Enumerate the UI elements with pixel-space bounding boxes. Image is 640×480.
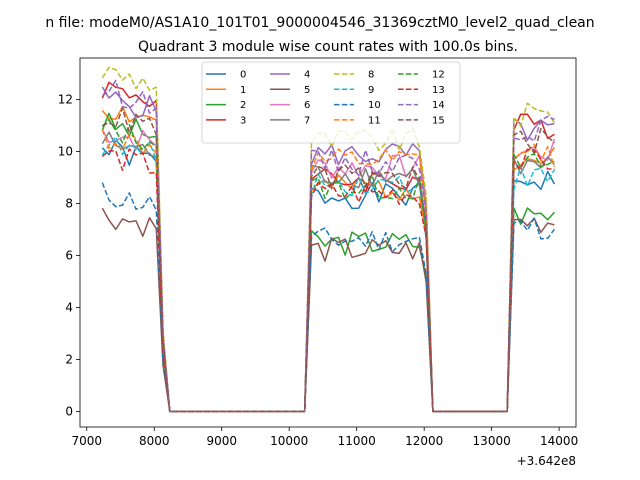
plot-frame [79,57,577,428]
x-tick-label: 10000 [270,434,308,448]
legend-label: 14 [432,100,445,111]
series-line-10 [101,182,556,413]
legend-label: 15 [432,115,445,126]
x-offset-label: +3.642e8 [517,454,576,468]
y-tick-label: 0 [65,404,73,418]
x-tick-label: 11000 [338,434,376,448]
legend-label: 9 [368,85,374,96]
legend-label: 4 [304,70,310,81]
y-tick-label: 2 [65,352,73,366]
legend-label: 0 [240,70,246,81]
legend-label: 6 [304,100,310,111]
legend-label: 12 [432,70,445,81]
x-tick-label: 8000 [139,434,170,448]
y-tick-label: 8 [65,197,73,211]
x-tick-label: 12000 [405,434,443,448]
legend-label: 11 [368,115,381,126]
y-tick-label: 6 [65,248,73,262]
series-line-13 [101,148,555,413]
legend-label: 3 [240,115,246,126]
series-layer [101,66,556,413]
legend-label: 1 [240,85,246,96]
x-tick-label: 9000 [206,434,237,448]
legend-label: 7 [304,115,310,126]
x-axis: 7000 8000 9000 10000 11000 12000 13000 14000 [71,427,578,448]
chart-title: Quadrant 3 module wise count rates with … [138,39,518,55]
chart-suptitle: n file: modeM0/AS1A10_101T01_9000004546_… [45,15,594,31]
legend-box [201,61,461,144]
legend-label: 2 [240,100,246,111]
series-line-15 [101,107,555,413]
x-tick-label: 7000 [71,434,102,448]
x-tick-label: 14000 [540,434,578,448]
legend-label: 10 [368,100,381,111]
y-tick-label: 4 [65,300,73,314]
y-tick-label: 10 [58,145,73,159]
y-axis: 0 2 4 6 8 10 12 [58,93,80,418]
legend-label: 8 [368,70,374,81]
x-tick-label: 13000 [473,434,511,448]
y-tick-label: 12 [58,93,73,107]
legend-label: 5 [304,85,310,96]
legend-label: 13 [432,85,445,96]
